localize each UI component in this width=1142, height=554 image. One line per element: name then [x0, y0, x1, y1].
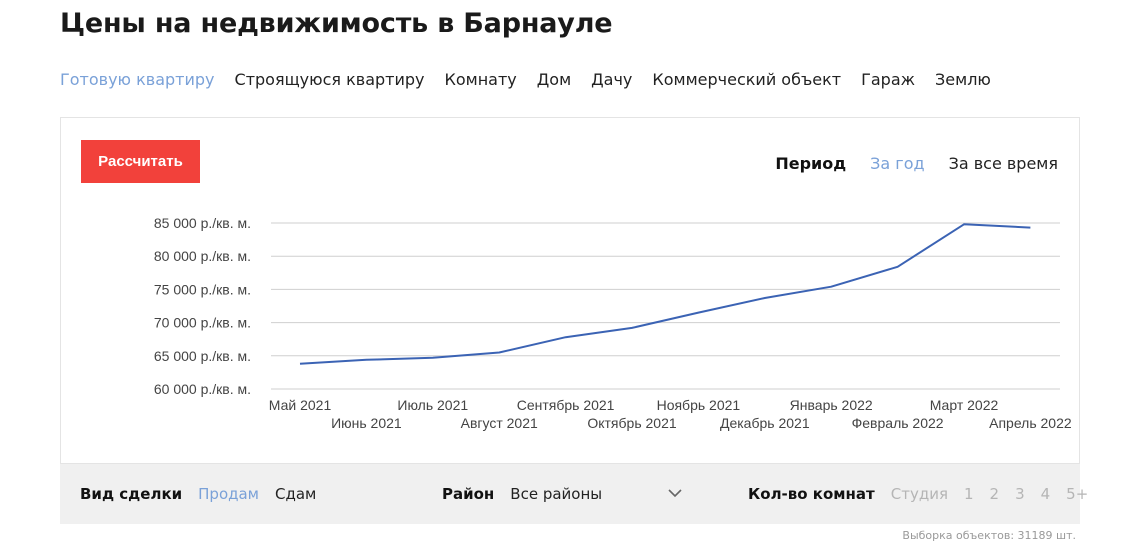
chevron-down-icon[interactable]: [665, 483, 685, 503]
chart-series: [297, 221, 1033, 367]
district-label: Район: [442, 485, 495, 503]
tab-dacha[interactable]: Дачу: [591, 70, 633, 89]
tab-garage[interactable]: Гараж: [861, 70, 916, 89]
x-tick-label: Апрель 2022: [989, 415, 1072, 431]
x-tick-label: Январь 2022: [790, 397, 873, 413]
y-axis-ticks: 60 000 р./кв. м. 65 000 р./кв. м. 70 000 р…: [154, 215, 251, 397]
y-tick-label: 65 000 р./кв. м.: [154, 348, 251, 364]
x-axis-ticks: Май 2021 Июнь 2021 Июль 2021 Август 2021 Сен…: [269, 397, 1072, 431]
data-point[interactable]: [629, 325, 635, 331]
rooms-option-5plus[interactable]: 5+: [1066, 485, 1089, 503]
period-label: Период: [775, 154, 847, 173]
district-select[interactable]: Все районы: [510, 485, 603, 503]
rooms-option-4[interactable]: 4: [1040, 485, 1051, 503]
sample-count-note: Выборка объектов: 31189 шт.: [902, 529, 1076, 542]
deal-type-filter: Вид сделки Продам Сдам: [80, 485, 316, 503]
data-point[interactable]: [297, 361, 303, 367]
y-tick-label: 80 000 р./кв. м.: [154, 248, 251, 264]
data-point[interactable]: [762, 295, 768, 301]
data-point[interactable]: [828, 284, 834, 290]
deal-option-sell[interactable]: Продам: [198, 485, 259, 503]
chart-panel: Рассчитать Период За год За все время 60…: [60, 117, 1080, 464]
chart-gridlines: [271, 222, 1060, 390]
y-tick-label: 60 000 р./кв. м.: [154, 381, 251, 397]
filters-bar: Вид сделки Продам Сдам Район Все районы …: [60, 464, 1088, 524]
data-point[interactable]: [961, 221, 967, 227]
data-point[interactable]: [363, 357, 369, 363]
x-tick-label: Февраль 2022: [852, 415, 944, 431]
period-option-all-time[interactable]: За все время: [948, 154, 1058, 173]
price-line-chart: 60 000 р./кв. м. 65 000 р./кв. м. 70 000 р…: [154, 215, 1072, 431]
rooms-filter: Кол-во комнат Студия 1 2 3 4 5+: [748, 485, 1088, 503]
data-point[interactable]: [430, 355, 436, 361]
rooms-option-studio[interactable]: Студия: [890, 485, 948, 503]
rooms-option-1[interactable]: 1: [963, 485, 974, 503]
data-point[interactable]: [695, 310, 701, 316]
tab-new-apartment[interactable]: Строящуюся квартиру: [234, 70, 425, 89]
x-tick-label: Август 2021: [461, 415, 538, 431]
tab-land[interactable]: Землю: [935, 70, 991, 89]
data-point[interactable]: [1027, 225, 1033, 231]
deal-type-label: Вид сделки: [80, 485, 183, 503]
x-tick-label: Март 2022: [930, 397, 999, 413]
y-tick-label: 85 000 р./кв. м.: [154, 215, 251, 231]
data-point[interactable]: [563, 334, 569, 340]
tab-ready-apartment[interactable]: Готовую квартиру: [60, 70, 215, 89]
tab-house[interactable]: Дом: [536, 70, 572, 89]
property-type-tabs: Готовую квартиру Строящуюся квартиру Ком…: [60, 70, 991, 89]
y-tick-label: 70 000 р./кв. м.: [154, 315, 251, 331]
tab-room[interactable]: Комнату: [444, 70, 517, 89]
period-selector: Период За год За все время: [775, 154, 1058, 173]
price-series-line: [299, 223, 1031, 365]
rooms-option-2[interactable]: 2: [989, 485, 1000, 503]
x-tick-label: Сентябрь 2021: [517, 397, 615, 413]
x-tick-label: Декабрь 2021: [720, 415, 810, 431]
page-title: Цены на недвижимость в Барнауле: [60, 8, 613, 39]
district-filter: Район Все районы: [442, 485, 602, 503]
data-point[interactable]: [895, 264, 901, 270]
x-tick-label: Май 2021: [269, 397, 332, 413]
x-tick-label: Октябрь 2021: [587, 415, 677, 431]
calculate-button[interactable]: Рассчитать: [81, 140, 200, 183]
data-point[interactable]: [496, 349, 502, 355]
period-option-year[interactable]: За год: [870, 154, 925, 173]
x-tick-label: Июнь 2021: [331, 415, 402, 431]
x-tick-label: Июль 2021: [397, 397, 468, 413]
x-tick-label: Ноябрь 2021: [657, 397, 741, 413]
tab-commercial[interactable]: Коммерческий объект: [652, 70, 842, 89]
deal-option-rent[interactable]: Сдам: [275, 485, 317, 503]
rooms-option-3[interactable]: 3: [1015, 485, 1025, 503]
y-tick-label: 75 000 р./кв. м.: [154, 281, 251, 297]
rooms-label: Кол-во комнат: [748, 485, 875, 503]
